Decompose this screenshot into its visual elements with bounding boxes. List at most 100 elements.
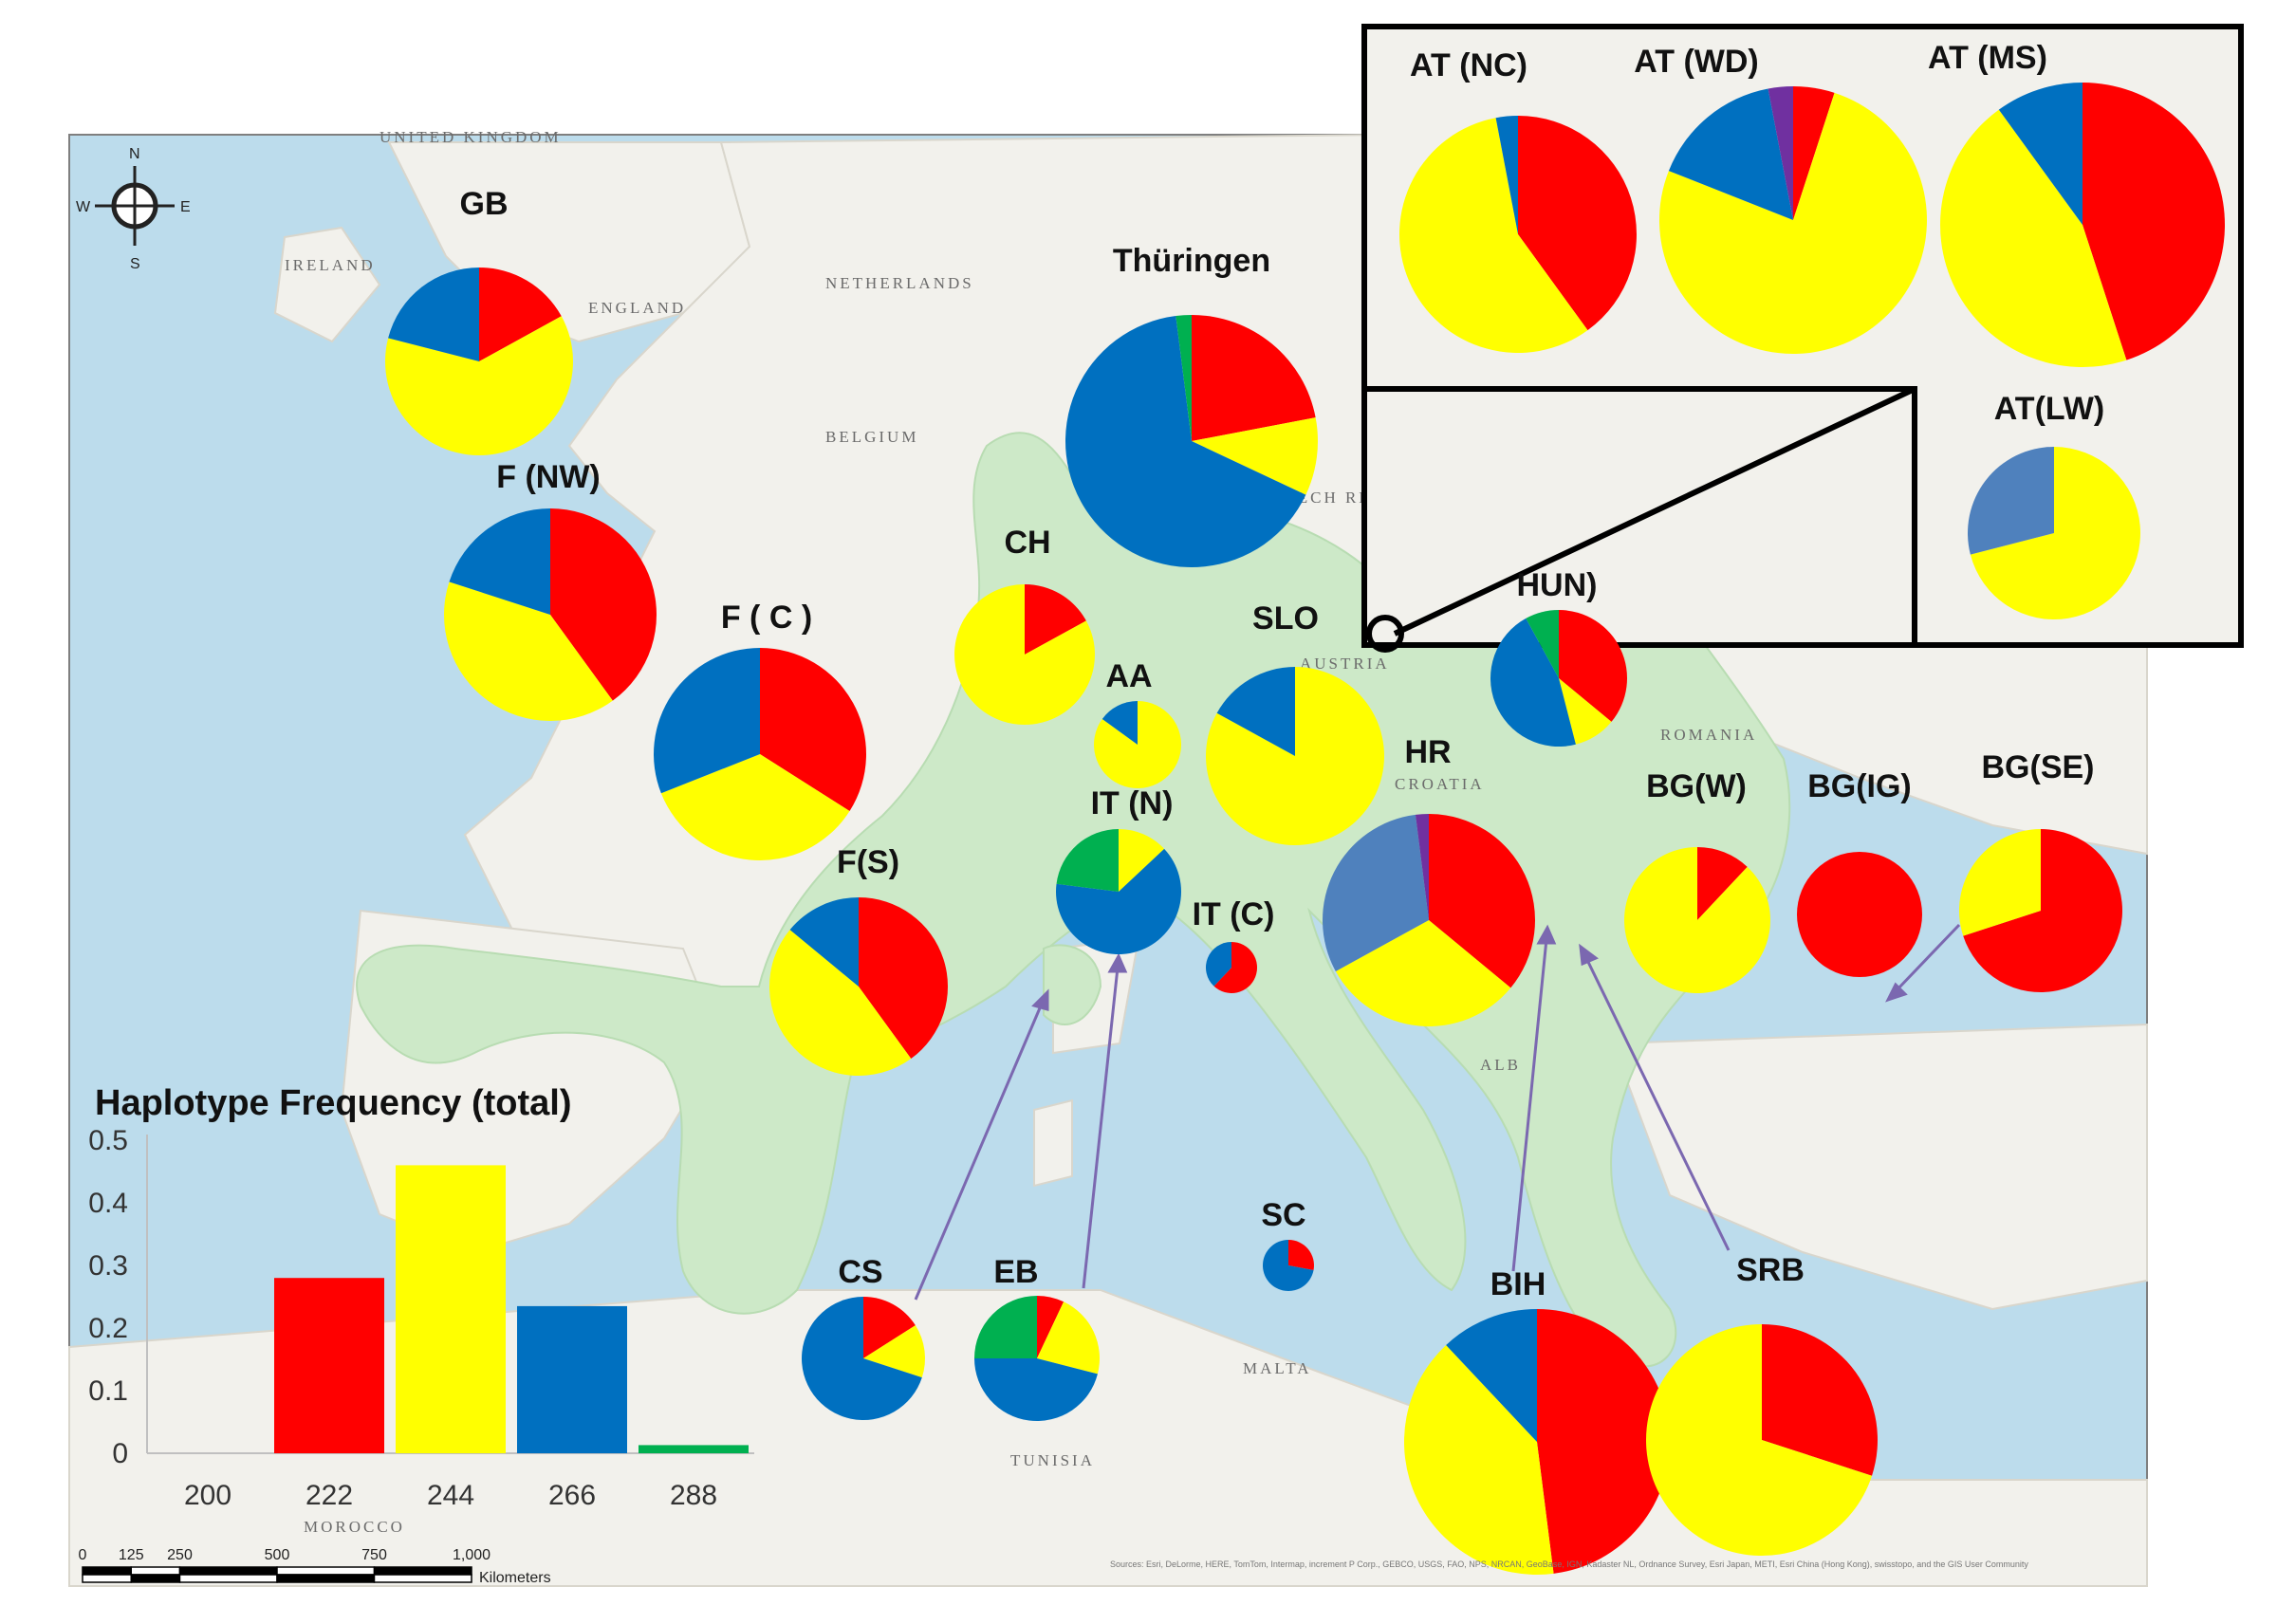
scale-tick: 125 [119, 1547, 144, 1563]
pie-slice-green [1056, 829, 1119, 892]
pie-slice-red [760, 648, 866, 812]
site-label-th-ringen: Thüringen [1113, 243, 1270, 279]
pie-hr: HR [1322, 734, 1536, 1027]
pie-slice-blue [1495, 115, 1518, 234]
pie-slice-yellow [1559, 678, 1612, 745]
site-label-slo: SLO [1252, 600, 1319, 637]
chart-title: Haplotype Frequency (total) [95, 1083, 572, 1123]
pie-slice-yellow [1192, 417, 1318, 495]
map-name-united-kingdom: UNITED KINGDOM [380, 128, 562, 146]
scale-segment [373, 1574, 472, 1583]
pie-it-c: IT (C) [1193, 896, 1274, 994]
map-name-morocco: MOROCCO [304, 1518, 405, 1536]
site-label-at-lw: AT(LW) [1994, 391, 2104, 427]
pie-slice-yellow [1094, 701, 1182, 789]
pie-slice-blue [1262, 1240, 1314, 1292]
pie-slice-yellow [1970, 447, 2141, 619]
scale-segment [276, 1574, 376, 1583]
inset-inner-box [1361, 386, 1917, 648]
pie-f-c: F ( C ) [654, 600, 866, 860]
chart-y-tick: 0.5 [88, 1125, 128, 1156]
compass-s: S [130, 256, 140, 272]
site-pie-charts: GB F (NW) F ( C ) F(S) CH Thüringen AA SLO IT (N… [384, 40, 2226, 1576]
haplotype-frequency-chart: Haplotype Frequency (total) 0 0.1 0.2 0.3 0.… [88, 1083, 754, 1511]
site-label-srb: SRB [1736, 1252, 1805, 1288]
chart-x-tick: 244 [427, 1480, 474, 1511]
pie-slice-blue [1064, 316, 1306, 568]
pie-slice-red [859, 897, 949, 1060]
scale-segment [276, 1566, 376, 1576]
map-name-netherlands: NETHERLANDS [825, 274, 974, 292]
pie-th-ringen: Thüringen [1064, 243, 1318, 568]
pie-slice-yellow [384, 316, 573, 456]
scale-segment [178, 1574, 278, 1583]
pie-slice-yellow [1646, 1324, 1873, 1556]
scale-segment [82, 1566, 132, 1576]
pie-slice-yellow [1658, 92, 1927, 354]
arrow-srb [1579, 943, 1731, 1251]
chart-bar-222 [274, 1278, 384, 1453]
pie-slice-green [1176, 315, 1192, 441]
pie-slice-green [974, 1296, 1037, 1358]
pie-slice-yellow [1623, 846, 1770, 993]
pie-slice-red [1537, 1309, 1671, 1574]
pie-slice-red [1762, 1323, 1879, 1476]
site-label-hr: HR [1404, 734, 1451, 770]
map-name-austria: AUSTRIA [1300, 655, 1390, 673]
scale-tick: 250 [167, 1547, 193, 1563]
pie-slice-purple [1768, 86, 1793, 220]
pie-slo: SLO [1206, 600, 1385, 845]
chart-x-tick: 266 [548, 1480, 596, 1511]
chart-bar-288 [639, 1445, 749, 1453]
pie-slice-yellow [768, 930, 912, 1077]
pie-slice-red [863, 1297, 916, 1358]
site-label-eb: EB [993, 1254, 1038, 1290]
pie-slice-yellow [863, 1325, 926, 1378]
pie-slice-blue [802, 1297, 922, 1421]
chart-y-tick: 0 [112, 1438, 128, 1469]
scale-segment [130, 1574, 181, 1583]
site-label-f-c: F ( C ) [721, 600, 812, 636]
site-label-sc: SC [1261, 1197, 1305, 1233]
pie-slice-red [1518, 116, 1638, 331]
chart-x-tick: 288 [670, 1480, 717, 1511]
scale-tick: 500 [265, 1547, 290, 1563]
pie-slice-yellow [1335, 920, 1511, 1027]
chart-y-tick: 0.3 [88, 1250, 128, 1282]
pie-slice-red [1963, 829, 2122, 992]
pie-at-nc: AT (NC) [1399, 47, 1638, 353]
scale-bar: 0 125 250 500 750 1,000 Kilometers [79, 1547, 551, 1586]
pie-slice-red [479, 268, 562, 361]
pie-sc: SC [1261, 1197, 1314, 1292]
map-name-romania: ROMANIA [1660, 726, 1757, 744]
pie-slice-red [1559, 610, 1627, 722]
site-label-cs: CS [838, 1254, 882, 1290]
pie-slice-blue [1055, 848, 1181, 955]
pie-slice-red [1797, 852, 1922, 977]
site-label-hun: HUN) [1517, 567, 1598, 603]
scale-segment [178, 1566, 278, 1576]
pie-eb: EB [974, 1254, 1101, 1422]
pie-slice-red [1025, 584, 1086, 655]
pie-bg-se: BG(SE) [1958, 749, 2122, 992]
chart-y-tick: 0.4 [88, 1188, 128, 1219]
site-label-f-nw: F (NW) [496, 459, 601, 495]
pie-slice-steel_blue [1322, 814, 1429, 971]
pie-slice-blue [449, 508, 550, 615]
site-label-at-nc: AT (NC) [1410, 47, 1527, 83]
pie-slice-blue [1446, 1309, 1537, 1442]
pie-slice-red [1429, 814, 1536, 988]
pie-slice-blue [1206, 942, 1231, 987]
pie-f-s: F(S) [768, 844, 949, 1077]
map-name-tunisia: TUNISIA [1010, 1451, 1095, 1469]
pie-slice-red [2083, 83, 2226, 360]
pie-it-n: IT (N) [1055, 785, 1181, 955]
pie-slice-purple [1415, 814, 1429, 920]
compass-n: N [129, 146, 140, 162]
scale-segment [82, 1574, 132, 1583]
pie-at-ms: AT (MS) [1928, 40, 2226, 368]
pie-slice-blue [1490, 618, 1576, 747]
pie-at-wd: AT (WD) [1634, 44, 1927, 354]
site-label-gb: GB [460, 186, 509, 222]
